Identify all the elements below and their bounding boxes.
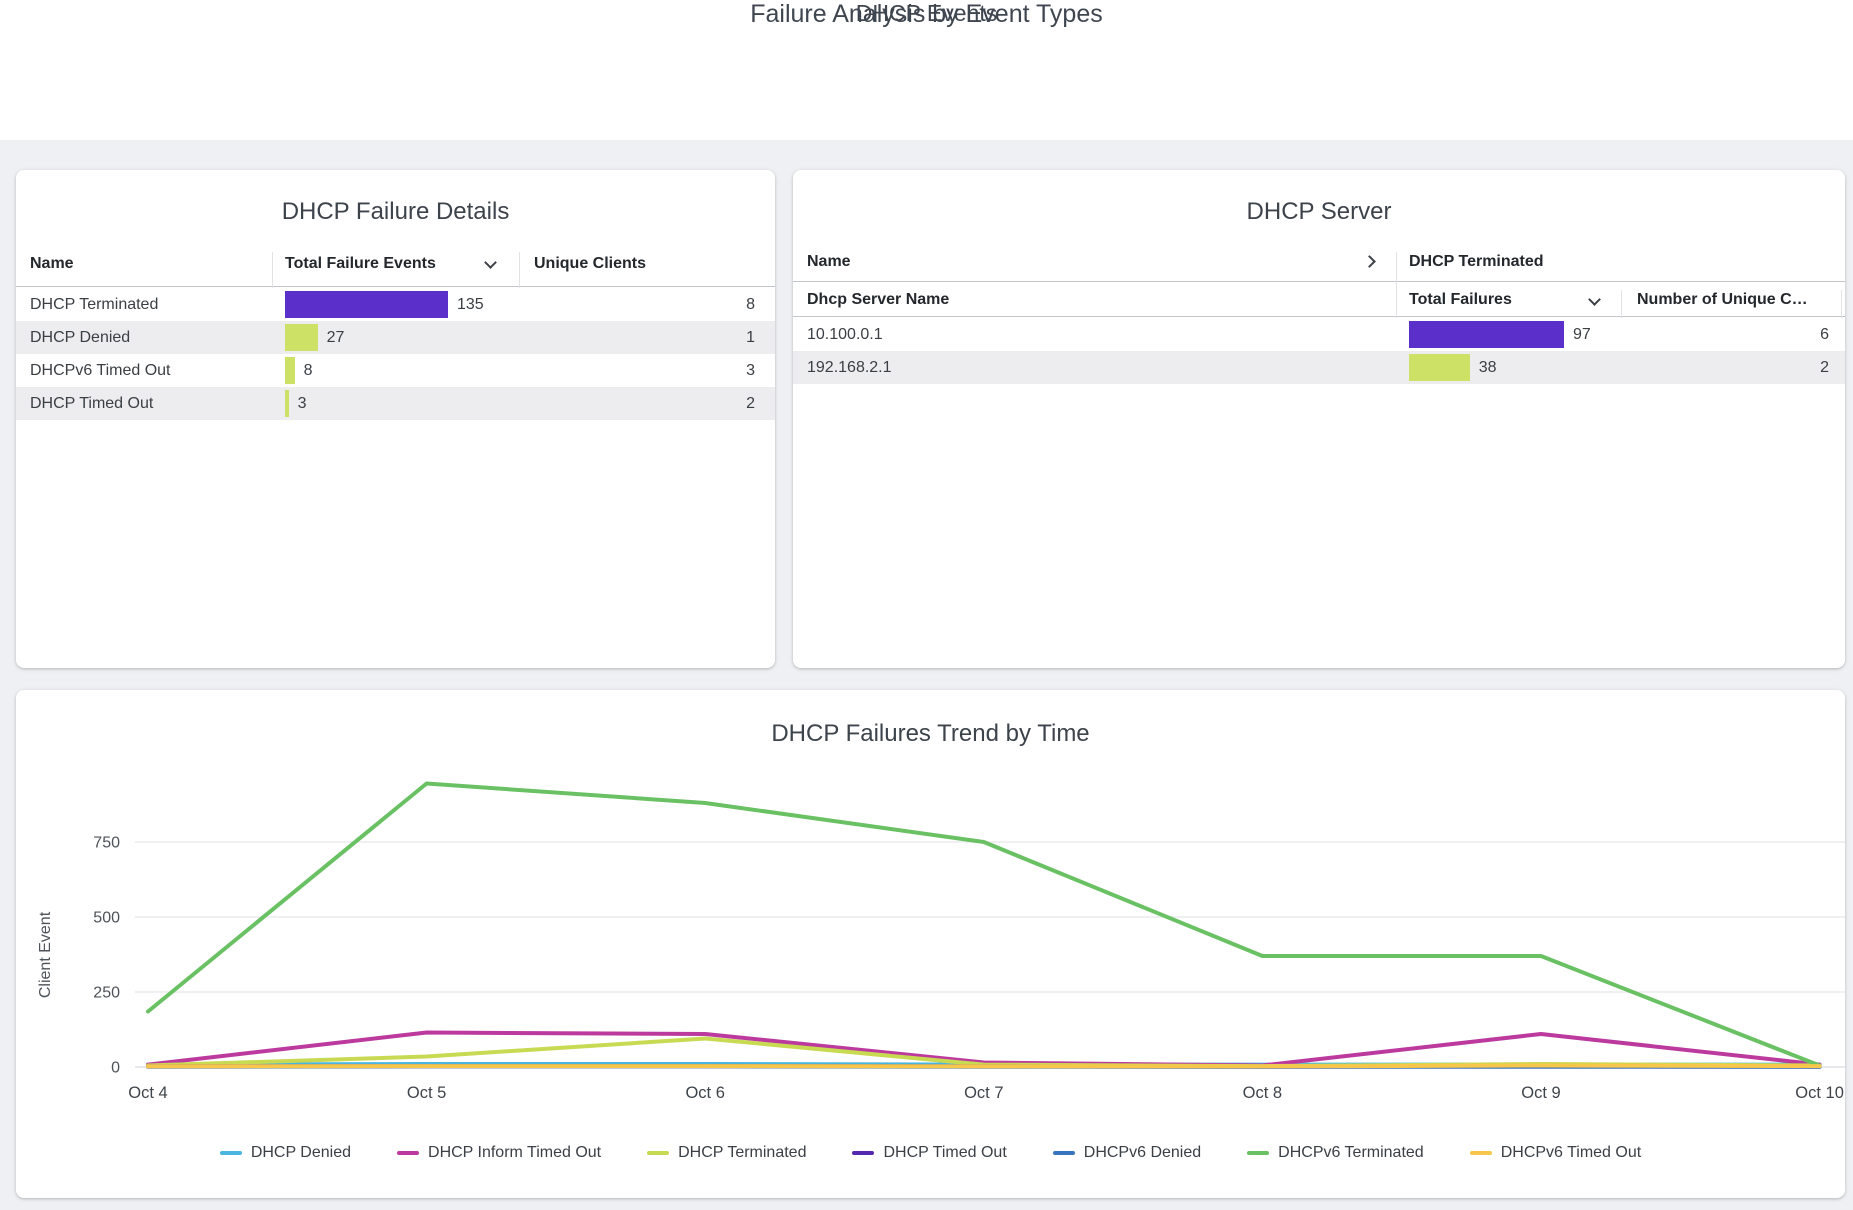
cell-unique-clients: 1 — [746, 328, 755, 346]
legend-color-dash — [852, 1151, 875, 1155]
total-failures-bar — [285, 291, 448, 318]
legend-label: DHCP Terminated — [678, 1144, 807, 1161]
section-title: DHCP Events — [855, 0, 998, 26]
legend-label: DHCP Denied — [250, 1144, 352, 1161]
table-row[interactable]: DHCPv6 Timed Out 8 3 — [16, 354, 775, 387]
x-axis-tick: Oct 6 — [685, 1084, 724, 1102]
x-axis-tick: Oct 9 — [1521, 1084, 1560, 1102]
legend-color-dash — [647, 1151, 670, 1155]
column-header-name[interactable]: Name — [30, 255, 74, 272]
total-failures-bar — [1409, 354, 1470, 381]
table-row[interactable]: 10.100.0.1 97 6 — [793, 318, 1845, 351]
dhcp-server-table-body: 10.100.0.1 97 6 192.168.2.1 38 2 — [793, 318, 1845, 384]
total-failures-bar — [285, 357, 295, 384]
cell-total-value: 27 — [326, 328, 345, 346]
column-header-server-name[interactable]: Dhcp Server Name — [807, 290, 950, 308]
chart-title: DHCP Failures Trend by Time — [771, 720, 1090, 747]
legend-item-dhcpv6-denied[interactable]: DHCPv6 Denied — [1052, 1144, 1202, 1162]
column-header-number-unique-clients[interactable]: Number of Unique C… — [1637, 290, 1808, 308]
cell-unique-clients: 2 — [1820, 358, 1829, 376]
cell-total-value: 97 — [1573, 325, 1591, 343]
series-line-dhcpv6-timed-out — [146, 1063, 1822, 1069]
legend-item-dhcpv6-timed-out[interactable]: DHCPv6 Timed Out — [1469, 1144, 1642, 1162]
y-axis-label: Client Event — [37, 911, 54, 998]
cell-name: DHCP Terminated — [30, 295, 159, 313]
x-axis-tick: Oct 10 — [1795, 1084, 1844, 1102]
y-axis-tick: 250 — [93, 985, 120, 1002]
cell-name: 10.100.0.1 — [807, 325, 883, 343]
y-axis-tick: 750 — [93, 835, 120, 852]
column-header-name[interactable]: Name — [807, 252, 851, 270]
table-row[interactable]: 192.168.2.1 38 2 — [793, 351, 1845, 384]
total-failures-bar — [285, 390, 289, 417]
legend-label: DHCP Timed Out — [883, 1144, 1007, 1161]
cell-name: 192.168.2.1 — [807, 358, 892, 376]
group-header-dhcp-terminated: DHCP Terminated — [1409, 252, 1544, 270]
legend-color-dash — [397, 1151, 420, 1155]
table-row[interactable]: DHCP Timed Out 3 2 — [16, 387, 775, 420]
dhcp-server-group-header-row: Name DHCP Terminated — [793, 242, 1845, 282]
legend-color-dash — [1052, 1151, 1075, 1155]
y-axis-tick: 0 — [111, 1060, 120, 1077]
table-row[interactable]: DHCP Denied 27 1 — [16, 321, 775, 354]
x-axis-tick: Oct 4 — [128, 1084, 167, 1102]
cell-unique-clients: 8 — [746, 295, 755, 313]
cell-total-value: 135 — [457, 295, 484, 313]
panel-title-failure-details: DHCP Failure Details — [281, 198, 510, 225]
series-line-dhcpv6-terminated — [146, 781, 1822, 1068]
cell-unique-clients: 3 — [746, 361, 755, 379]
panel-title-dhcp-server: DHCP Server — [1246, 198, 1392, 225]
column-header-total-failure-events[interactable]: Total Failure Events — [285, 255, 436, 272]
legend-label: DHCPv6 Terminated — [1278, 1144, 1424, 1161]
y-axis-tick: 500 — [93, 910, 120, 927]
cell-total-value: 8 — [303, 361, 313, 379]
cell-total-value: 38 — [1478, 358, 1497, 376]
column-header-total-failures[interactable]: Total Failures — [1409, 290, 1512, 308]
sort-descending-icon[interactable] — [1588, 293, 1601, 306]
cell-total-value: 3 — [297, 394, 307, 412]
total-failures-bar — [1409, 321, 1564, 348]
legend-label: DHCPv6 Denied — [1083, 1144, 1202, 1161]
dhcp-server-header-row: Dhcp Server Name Total Failures Number o… — [793, 283, 1845, 317]
failure-details-header-row: Name Total Failure Events Unique Clients — [16, 242, 775, 287]
legend-label: DHCPv6 Timed Out — [1500, 1144, 1642, 1161]
column-header-unique-clients[interactable]: Unique Clients — [534, 255, 647, 272]
dhcp-failures-trend-panel: DHCP Failures Trend by Time 0 250 500 750 Oc… — [16, 690, 1845, 1198]
total-failures-bar — [285, 324, 318, 351]
table-row[interactable]: DHCP Terminated 135 8 — [16, 288, 775, 321]
legend-item-dhcpv6-terminated[interactable]: DHCPv6 Terminated — [1247, 1144, 1424, 1162]
page-header: Failure Analysis by Event Types DHCP Eve… — [0, 0, 1853, 140]
legend-color-dash — [1247, 1151, 1270, 1155]
failure-details-table-body: DHCP Terminated 135 8 DHCP Denied 27 1 DHCPv6 … — [16, 288, 775, 420]
legend-item-dhcp-timed-out[interactable]: DHCP Timed Out — [852, 1144, 1007, 1162]
cell-name: DHCP Timed Out — [30, 394, 154, 412]
cell-name: DHCP Denied — [30, 328, 131, 346]
dhcp-server-panel: DHCP Server Name DHCP Terminated Dhcp Se… — [793, 170, 1845, 668]
page-title: Failure Analysis by Event Types — [750, 0, 1103, 28]
x-axis-tick: Oct 8 — [1243, 1084, 1282, 1102]
legend-item-dhcp-inform-timed-out[interactable]: DHCP Inform Timed Out — [397, 1144, 601, 1162]
trend-line-chart: 0 250 500 750 Oct 4 Oct 5 Oct 6 Oct 7 Oct 8 Oct 9… — [37, 781, 1845, 1102]
legend-color-dash — [219, 1151, 242, 1155]
x-axis-tick: Oct 5 — [407, 1084, 446, 1102]
chevron-right-icon[interactable] — [1363, 255, 1376, 268]
column-divider — [1396, 252, 1397, 381]
cell-unique-clients: 2 — [746, 394, 755, 412]
legend-item-dhcp-terminated[interactable]: DHCP Terminated — [647, 1144, 806, 1162]
chart-legend: DHCP Denied DHCP Inform Timed Out DHCP Ter… — [16, 1140, 1845, 1166]
cell-unique-clients: 6 — [1820, 325, 1829, 343]
legend-color-dash — [1469, 1151, 1492, 1155]
x-axis-tick: Oct 7 — [964, 1084, 1003, 1102]
dhcp-failure-details-panel: DHCP Failure Details Name Total Failure … — [16, 170, 775, 668]
series-line-dhcp-inform-timed-out — [146, 1030, 1822, 1068]
legend-item-dhcp-denied[interactable]: DHCP Denied — [219, 1144, 352, 1162]
legend-label: DHCP Inform Timed Out — [428, 1144, 602, 1161]
sort-descending-icon[interactable] — [484, 256, 497, 269]
cell-name: DHCPv6 Timed Out — [30, 361, 171, 379]
